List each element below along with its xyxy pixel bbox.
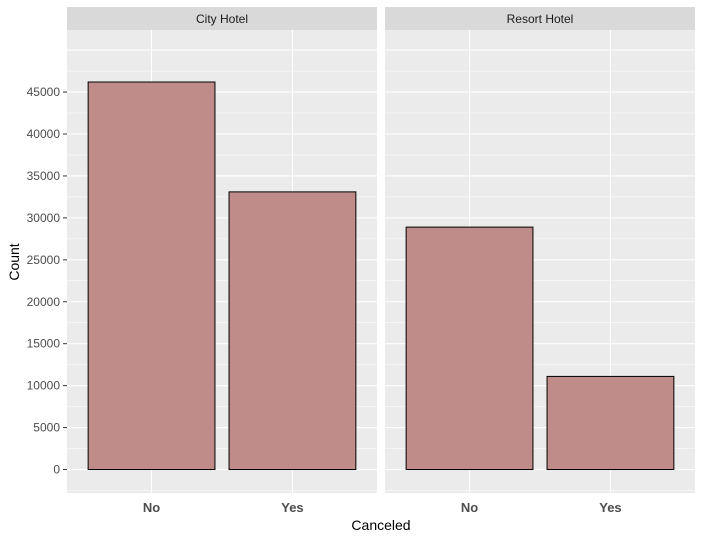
facet-strip (67, 7, 377, 30)
x-tick-label: Yes (599, 500, 621, 515)
x-tick-label: No (461, 500, 478, 515)
facet-strip-label: Resort Hotel (507, 12, 574, 26)
bar-yes (546, 375, 675, 471)
y-tick-label: 5000 (33, 421, 60, 435)
y-tick-label: 15000 (27, 337, 61, 351)
facet-strip-label: City Hotel (196, 12, 248, 26)
facet-panels: City Hotel No Yes Resort Hotel No Yes (67, 7, 695, 515)
y-axis: 0 5000 10000 15000 20000 25000 30000 35000 40000… (27, 85, 67, 477)
facet-panel: Resort Hotel No Yes (385, 7, 695, 515)
y-tick-label: 30000 (27, 211, 61, 225)
y-axis-title: Count (6, 243, 22, 280)
bar-no (405, 226, 534, 471)
bar-yes (228, 191, 357, 471)
y-tick-label: 25000 (27, 253, 61, 267)
facet-panel: City Hotel No Yes (67, 7, 377, 515)
y-tick-label: 20000 (27, 295, 61, 309)
facet-strip (385, 7, 695, 30)
y-tick-label: 35000 (27, 169, 61, 183)
x-axis-title: Canceled (351, 517, 410, 533)
x-tick-label: No (143, 500, 160, 515)
y-tick-label: 40000 (27, 127, 61, 141)
y-tick-label: 45000 (27, 85, 61, 99)
x-tick-label: Yes (281, 500, 303, 515)
y-tick-label: 10000 (27, 379, 61, 393)
bar-no (87, 81, 216, 471)
y-tick-label: 0 (53, 463, 60, 477)
